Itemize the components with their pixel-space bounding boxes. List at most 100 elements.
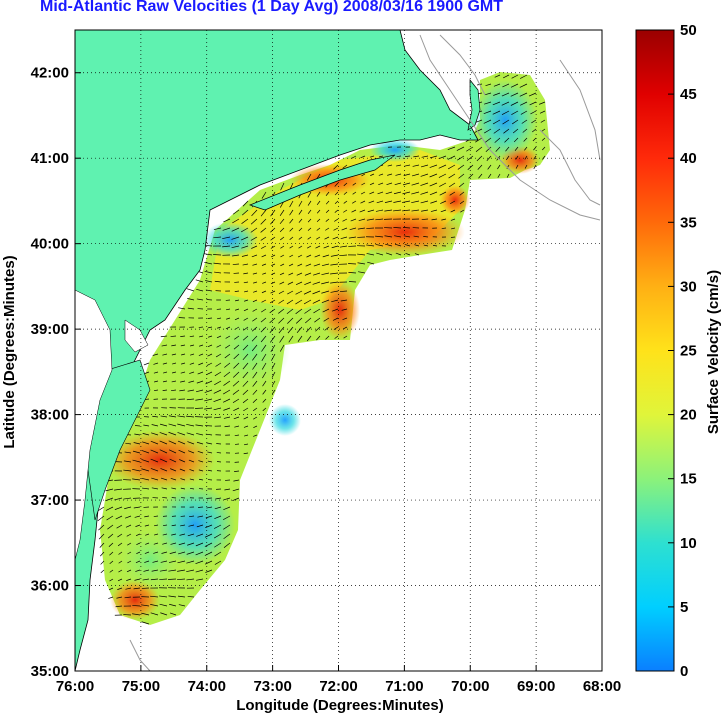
velocity-vector — [439, 182, 447, 187]
velocity-vector — [186, 432, 195, 436]
velocity-vector — [494, 74, 501, 78]
velocity-vector — [396, 164, 402, 167]
velocity-vector — [305, 317, 312, 324]
velocity-vector — [141, 468, 150, 472]
velocity-vector — [511, 119, 519, 125]
velocity-vector — [205, 569, 213, 573]
velocity-vector — [135, 560, 141, 564]
velocity-vector — [206, 299, 213, 301]
velocity-vector — [262, 281, 267, 284]
velocity-vector — [162, 533, 168, 536]
velocity-vector — [172, 362, 177, 365]
velocity-vector — [357, 227, 366, 230]
velocity-vector — [224, 362, 231, 368]
velocity-vector — [150, 578, 159, 581]
velocity-vector — [414, 244, 420, 247]
velocity-vector — [150, 468, 159, 472]
velocity-vector — [195, 569, 204, 573]
velocity-vector — [223, 416, 231, 419]
velocity-vector — [334, 218, 339, 222]
velocity-vector — [339, 254, 348, 257]
velocity-vector — [413, 155, 420, 158]
velocity-vector — [520, 74, 528, 79]
velocity-vector — [342, 164, 348, 169]
x-tick-label: 75:00 — [122, 678, 160, 695]
velocity-vector — [252, 398, 258, 403]
velocity-vector — [394, 243, 402, 247]
velocity-vector — [187, 441, 195, 445]
velocity-vector — [117, 578, 123, 582]
velocity-vector — [153, 362, 159, 365]
velocity-vector — [208, 335, 213, 338]
velocity-vector — [242, 371, 249, 379]
velocity-vector — [232, 218, 240, 224]
velocity-vector — [187, 389, 195, 392]
velocity-vector — [366, 244, 375, 247]
velocity-vector — [170, 389, 177, 392]
velocity-vector — [213, 227, 222, 230]
velocity-vector — [411, 191, 420, 195]
velocity-vector — [324, 326, 330, 331]
velocity-vector — [439, 191, 447, 196]
velocity-vector — [529, 101, 537, 106]
velocity-vector — [223, 533, 231, 540]
velocity-vector — [493, 92, 501, 96]
velocity-vector — [341, 308, 348, 311]
velocity-vector — [150, 595, 159, 598]
velocity-vector — [242, 362, 249, 370]
x-axis-label: Longitude (Degrees:Minutes) — [236, 697, 444, 714]
velocity-vector — [198, 469, 204, 472]
velocity-vector — [384, 200, 393, 203]
velocity-vector — [333, 227, 339, 231]
velocity-vector — [107, 524, 114, 530]
velocity-vector — [188, 459, 195, 463]
velocity-vector — [260, 326, 267, 333]
velocity-vector — [151, 477, 159, 481]
velocity-vector — [288, 272, 294, 276]
velocity-vector — [520, 101, 528, 106]
velocity-vector — [289, 209, 294, 216]
velocity-vector — [483, 110, 492, 115]
velocity-vector — [252, 317, 258, 322]
velocity-vector — [142, 578, 150, 581]
velocity-vector — [243, 425, 249, 428]
velocity-vector — [279, 281, 285, 285]
velocity-vector — [313, 263, 321, 267]
velocity-vector — [369, 155, 375, 158]
velocity-vector — [421, 218, 429, 220]
land-cape-cod — [467, 79, 481, 131]
velocity-vector — [289, 218, 294, 224]
water-chesapeake-bay — [75, 289, 113, 561]
velocity-vector — [440, 200, 447, 204]
velocity-vector — [296, 326, 303, 333]
velocity-vector — [393, 209, 402, 212]
velocity-vector — [431, 218, 438, 221]
velocity-vector — [270, 344, 276, 352]
velocity-vector — [199, 344, 204, 347]
velocity-vector — [141, 477, 150, 481]
velocity-vector — [321, 290, 330, 294]
velocity-vector — [196, 524, 204, 528]
velocity-vector — [360, 155, 366, 159]
velocity-vector — [205, 280, 213, 283]
velocity-vector — [224, 353, 231, 359]
velocity-vector — [384, 235, 393, 238]
velocity-vector — [109, 560, 114, 565]
velocity-vector — [133, 506, 141, 509]
velocity-vector — [340, 299, 348, 302]
velocity-vector — [447, 164, 456, 170]
velocity-vector — [521, 119, 528, 124]
velocity-vector — [253, 281, 258, 284]
velocity-vector — [541, 137, 546, 141]
velocity-vector — [177, 595, 186, 598]
velocity-vector — [306, 245, 312, 249]
velocity-vector — [186, 578, 195, 581]
velocity-vector — [450, 200, 456, 205]
velocity-vector — [98, 524, 105, 531]
velocity-vector — [312, 299, 321, 304]
velocity-vector — [477, 164, 483, 170]
y-tick-label: 41:00 — [31, 150, 69, 167]
velocity-vector — [325, 335, 330, 340]
velocity-vector — [288, 335, 294, 343]
velocity-vector — [288, 263, 294, 267]
